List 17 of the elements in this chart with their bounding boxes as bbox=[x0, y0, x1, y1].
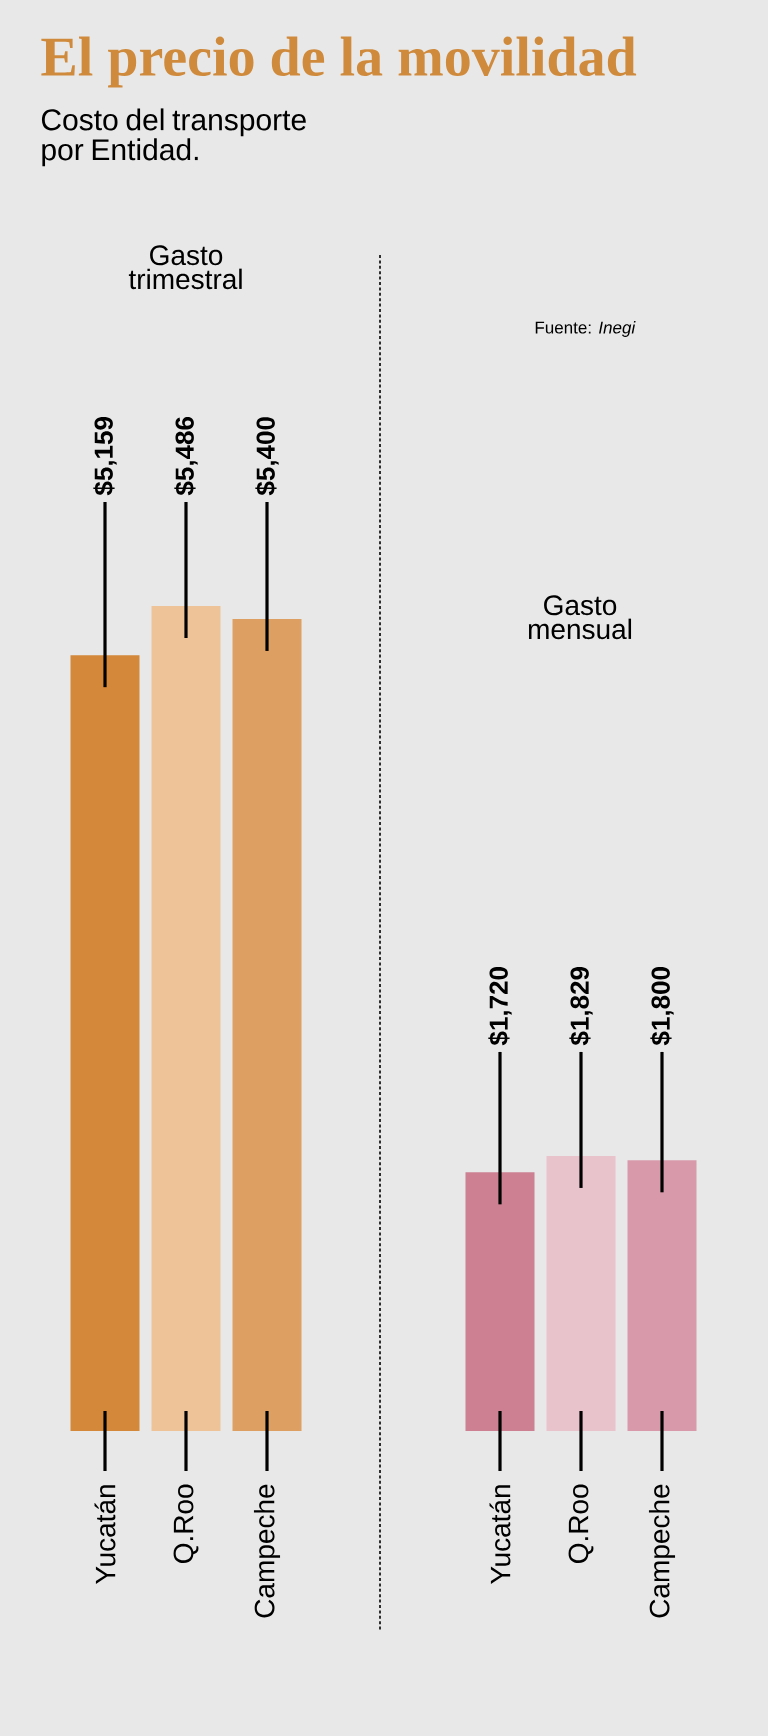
category-label: Yucatán bbox=[489, 1485, 511, 1584]
data-label: $5,400 bbox=[255, 417, 279, 496]
category-label: Campeche bbox=[253, 1484, 281, 1618]
text: Gasto trimestral bbox=[128, 245, 242, 290]
category-label: Yucatán bbox=[94, 1485, 116, 1584]
category-label: Q.Roo bbox=[568, 1484, 594, 1563]
data-label: $1,829 bbox=[569, 967, 593, 1046]
category-label: Q.Roo bbox=[173, 1484, 199, 1563]
data-label: $5,486 bbox=[174, 417, 198, 496]
data-label: $1,720 bbox=[488, 967, 512, 1046]
data-label: $1,800 bbox=[650, 967, 674, 1046]
data-label: $5,159 bbox=[93, 417, 117, 496]
chart-title: El precio de la movilidad bbox=[41, 36, 637, 88]
text: Gasto mensual bbox=[528, 595, 632, 640]
chart-subtitle: Costo del transporte por Entidad. bbox=[41, 108, 306, 167]
category-label: Campeche bbox=[648, 1484, 676, 1618]
source-note: Fuente: Inegi bbox=[535, 321, 636, 337]
